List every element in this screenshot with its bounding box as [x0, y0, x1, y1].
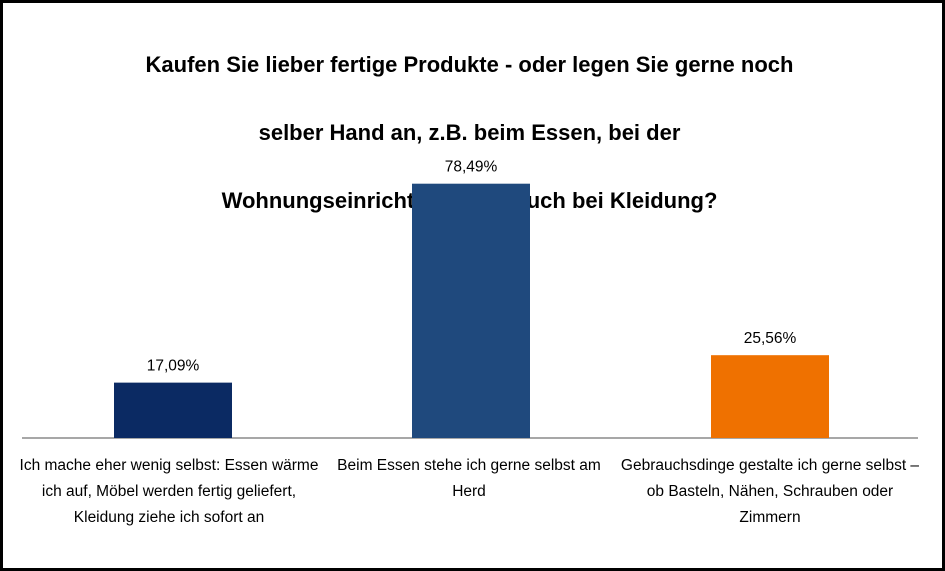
category-label-2: Beim Essen stehe ich gerne selbst am Her… — [337, 457, 601, 500]
chart-title-line-1: Kaufen Sie lieber fertige Produkte - ode… — [145, 52, 794, 77]
data-label-1: 17,09% — [147, 358, 200, 375]
data-label-3: 25,56% — [744, 330, 797, 347]
category-label-1: Ich mache eher wenig selbst: Essen wärme… — [19, 457, 319, 526]
chart-title-line-2: selber Hand an, z.B. beim Essen, bei der — [258, 120, 681, 145]
chart-title: Kaufen Sie lieber fertige Produkte - ode… — [40, 14, 899, 252]
bar-2 — [412, 183, 530, 438]
category-label-3: Gebrauchsdinge gestalte ich gerne selbst… — [620, 457, 920, 526]
bar-3 — [711, 355, 829, 438]
data-label-2: 78,49% — [445, 159, 498, 176]
bar-1 — [114, 382, 232, 438]
